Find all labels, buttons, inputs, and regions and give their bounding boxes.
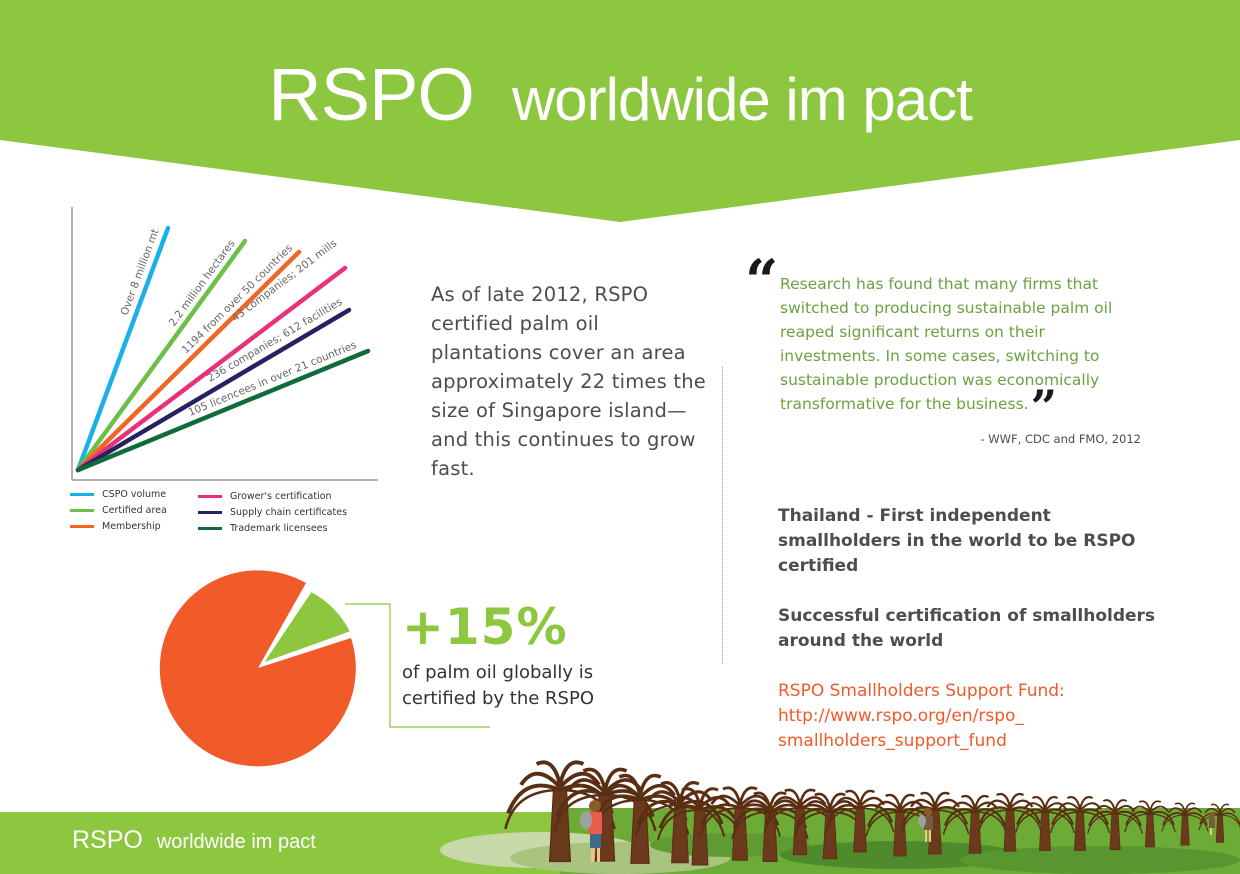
dotted-divider — [722, 367, 723, 664]
legend-item: Trademark licensees — [198, 520, 347, 536]
legend-label: Supply chain certificates — [230, 506, 348, 518]
pie-slice-certified — [259, 589, 353, 666]
series-cspo-volume — [75, 225, 171, 473]
legend-item: Grower's certification — [198, 488, 347, 504]
certified-percentage: +15% — [402, 598, 568, 656]
farmer-figure — [1209, 812, 1215, 835]
legend-swatch — [70, 524, 94, 528]
quote-attribution: - WWF, CDC and FMO, 2012 — [980, 432, 1141, 446]
legend-label: Trademark licensees — [230, 522, 328, 534]
series-membership — [75, 249, 302, 473]
footer-title-sub: worldwide im pact — [156, 831, 316, 853]
legend-label: Grower's certification — [230, 490, 332, 502]
header-banner — [0, 0, 1240, 222]
title-main: RSPO — [268, 53, 475, 136]
quote-block: Research has found that many firms that … — [780, 272, 1150, 434]
legend-label: Certified area — [102, 504, 167, 516]
pie-chart — [159, 570, 490, 767]
open-quote-icon: “ — [745, 247, 779, 315]
certified-caption: of palm oil globally is certified by the… — [402, 660, 594, 712]
legend-left: CSPO volume Certified area Membership — [70, 486, 167, 534]
caption-line-1: of palm oil globally is — [402, 662, 594, 683]
legend-swatch — [70, 508, 94, 512]
series-trademark — [75, 348, 371, 473]
caption-line-2: certified by the RSPO — [402, 688, 595, 709]
legend-item: Membership — [70, 518, 167, 534]
facts-block: Thailand - First independent smallholder… — [778, 504, 1198, 754]
legend-label: CSPO volume — [102, 488, 167, 500]
fact-thailand: Thailand - First independent smallholder… — [778, 506, 1136, 576]
series-certified-area — [75, 238, 248, 473]
title-sub: worldwide im pact — [511, 66, 973, 133]
footer-title-main: RSPO — [72, 826, 143, 854]
legend-item: Certified area — [70, 502, 167, 518]
legend-swatch — [198, 526, 222, 530]
growth-chart: Over 8 million mt 2.2 million hectares 1… — [71, 207, 378, 481]
legend-right: Grower's certification Supply chain cert… — [198, 488, 347, 536]
legend-item: CSPO volume — [70, 486, 167, 502]
footer-title: RSPO worldwide im pact — [72, 826, 316, 855]
series-growers-certification — [75, 265, 348, 473]
legend-item: Supply chain certificates — [198, 504, 347, 520]
series-supply-chain — [75, 307, 352, 473]
legend-swatch — [198, 510, 222, 514]
fund-link-line-1[interactable]: http://www.rspo.org/en/rspo_ — [778, 706, 1024, 726]
pie-slice-other — [159, 570, 356, 767]
quote-text: Research has found that many firms that … — [780, 275, 1113, 413]
fund-link-line-2[interactable]: smallholders_support_fund — [778, 731, 1007, 751]
legend-label: Membership — [102, 520, 161, 532]
close-quote-icon: ” — [1030, 380, 1058, 434]
page-title: RSPO worldwide im pact — [0, 52, 1240, 137]
legend-swatch — [198, 494, 222, 498]
plantation-illustration — [0, 760, 1240, 874]
fund-label: RSPO Smallholders Support Fund: — [778, 681, 1065, 701]
fact-smallholders: Successful certification of smallholders… — [778, 606, 1156, 651]
legend-swatch — [70, 492, 94, 496]
farmer-figure — [918, 808, 933, 842]
farmer-figure — [580, 800, 602, 862]
callout-line — [345, 603, 490, 728]
intro-paragraph: As of late 2012, RSPO certified palm oil… — [431, 283, 706, 480]
